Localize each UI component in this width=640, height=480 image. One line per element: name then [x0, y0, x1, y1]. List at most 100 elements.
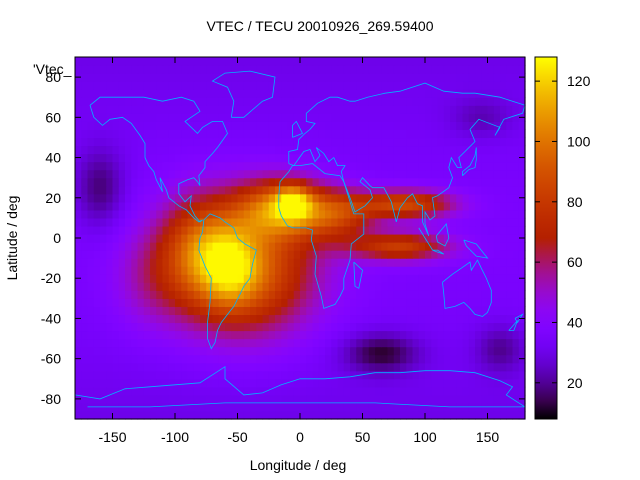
heatmap-cell — [218, 185, 226, 195]
heatmap-cell — [425, 354, 432, 364]
heatmap-cell — [243, 113, 251, 122]
heatmap-cell — [162, 217, 170, 227]
heatmap-cell — [487, 266, 495, 275]
heatmap-cell — [118, 217, 126, 227]
heatmap-cell — [431, 113, 439, 122]
heatmap-cell — [200, 225, 207, 235]
heatmap-cell — [506, 73, 514, 82]
heatmap-cell — [393, 242, 401, 251]
heatmap-cell — [375, 306, 382, 316]
heatmap-cell — [268, 137, 276, 147]
heatmap-cell — [325, 89, 332, 98]
heatmap-cell — [81, 346, 89, 356]
heatmap-cell — [443, 402, 451, 412]
heatmap-cell — [387, 201, 395, 211]
heatmap-cell — [200, 129, 207, 139]
heatmap-cell — [287, 129, 295, 139]
heatmap-cell — [487, 57, 495, 66]
heatmap-cell — [100, 65, 107, 74]
heatmap-cell — [512, 330, 520, 340]
heatmap-cell — [218, 225, 226, 235]
heatmap-cell — [150, 282, 157, 291]
heatmap-cell — [456, 209, 464, 219]
heatmap-cell — [337, 153, 345, 163]
heatmap-cell — [256, 57, 264, 66]
heatmap-cell — [518, 386, 526, 396]
heatmap-cell — [106, 193, 114, 203]
heatmap-cell — [375, 298, 382, 307]
heatmap-cell — [237, 169, 245, 179]
heatmap-cell — [231, 362, 239, 372]
heatmap-cell — [381, 354, 389, 364]
heatmap-cell — [106, 370, 114, 380]
heatmap-cell — [81, 81, 89, 90]
heatmap-cell — [287, 201, 295, 211]
heatmap-cell — [481, 338, 489, 348]
heatmap-cell — [406, 73, 414, 82]
heatmap-cell — [287, 89, 295, 98]
heatmap-cell — [231, 322, 239, 332]
heatmap-cell — [487, 225, 495, 235]
heatmap-cell — [406, 330, 414, 340]
heatmap-cell — [412, 402, 420, 412]
heatmap-cell — [356, 105, 364, 114]
heatmap-cell — [231, 177, 239, 187]
heatmap-cell — [168, 161, 176, 171]
heatmap-cell — [381, 290, 389, 299]
heatmap-cell — [281, 362, 289, 372]
heatmap-cell — [243, 145, 251, 155]
heatmap-cell — [312, 378, 320, 388]
heatmap-cell — [168, 201, 176, 211]
heatmap-cell — [331, 394, 339, 404]
heatmap-cell — [106, 57, 114, 66]
heatmap-cell — [506, 217, 514, 227]
heatmap-cell — [100, 97, 107, 106]
heatmap-cell — [100, 201, 107, 211]
heatmap-cell — [181, 410, 189, 420]
heatmap-cell — [337, 89, 345, 98]
heatmap-cell — [256, 209, 264, 219]
heatmap-cell — [237, 97, 245, 106]
heatmap-cell — [237, 121, 245, 130]
heatmap-cell — [93, 378, 101, 388]
heatmap-cell — [468, 201, 476, 211]
heatmap-cell — [306, 314, 314, 324]
heatmap-cell — [425, 338, 432, 348]
heatmap-cell — [75, 266, 82, 275]
heatmap-cell — [493, 57, 501, 66]
heatmap-cell — [375, 322, 382, 332]
heatmap-cell — [87, 201, 95, 211]
heatmap-cell — [487, 410, 495, 420]
heatmap-cell — [381, 217, 389, 227]
heatmap-cell — [112, 65, 120, 74]
heatmap-cell — [456, 185, 464, 195]
heatmap-cell — [456, 394, 464, 404]
heatmap-cell — [243, 322, 251, 332]
heatmap-cell — [356, 250, 364, 259]
heatmap-cell — [306, 177, 314, 187]
heatmap-cell — [100, 378, 107, 388]
heatmap-cell — [400, 193, 407, 203]
heatmap-cell — [256, 274, 264, 283]
heatmap-cell — [362, 362, 370, 372]
heatmap-cell — [181, 250, 189, 259]
heatmap-cell — [437, 153, 445, 163]
heatmap-cell — [400, 145, 407, 155]
heatmap-cell — [506, 322, 514, 332]
heatmap-cell — [143, 169, 151, 179]
heatmap-cell — [262, 65, 270, 74]
heatmap-cell — [125, 354, 132, 364]
heatmap-cell — [225, 137, 232, 147]
heatmap-cell — [468, 370, 476, 380]
heatmap-cell — [512, 314, 520, 324]
heatmap-cell — [387, 161, 395, 171]
heatmap-cell — [412, 242, 420, 251]
heatmap-cell — [275, 306, 282, 316]
heatmap-cell — [468, 153, 476, 163]
heatmap-cell — [287, 113, 295, 122]
heatmap-cell — [187, 394, 195, 404]
heatmap-cell — [87, 65, 95, 74]
heatmap-cell — [437, 57, 445, 66]
heatmap-cell — [350, 346, 357, 356]
heatmap-cell — [481, 330, 489, 340]
